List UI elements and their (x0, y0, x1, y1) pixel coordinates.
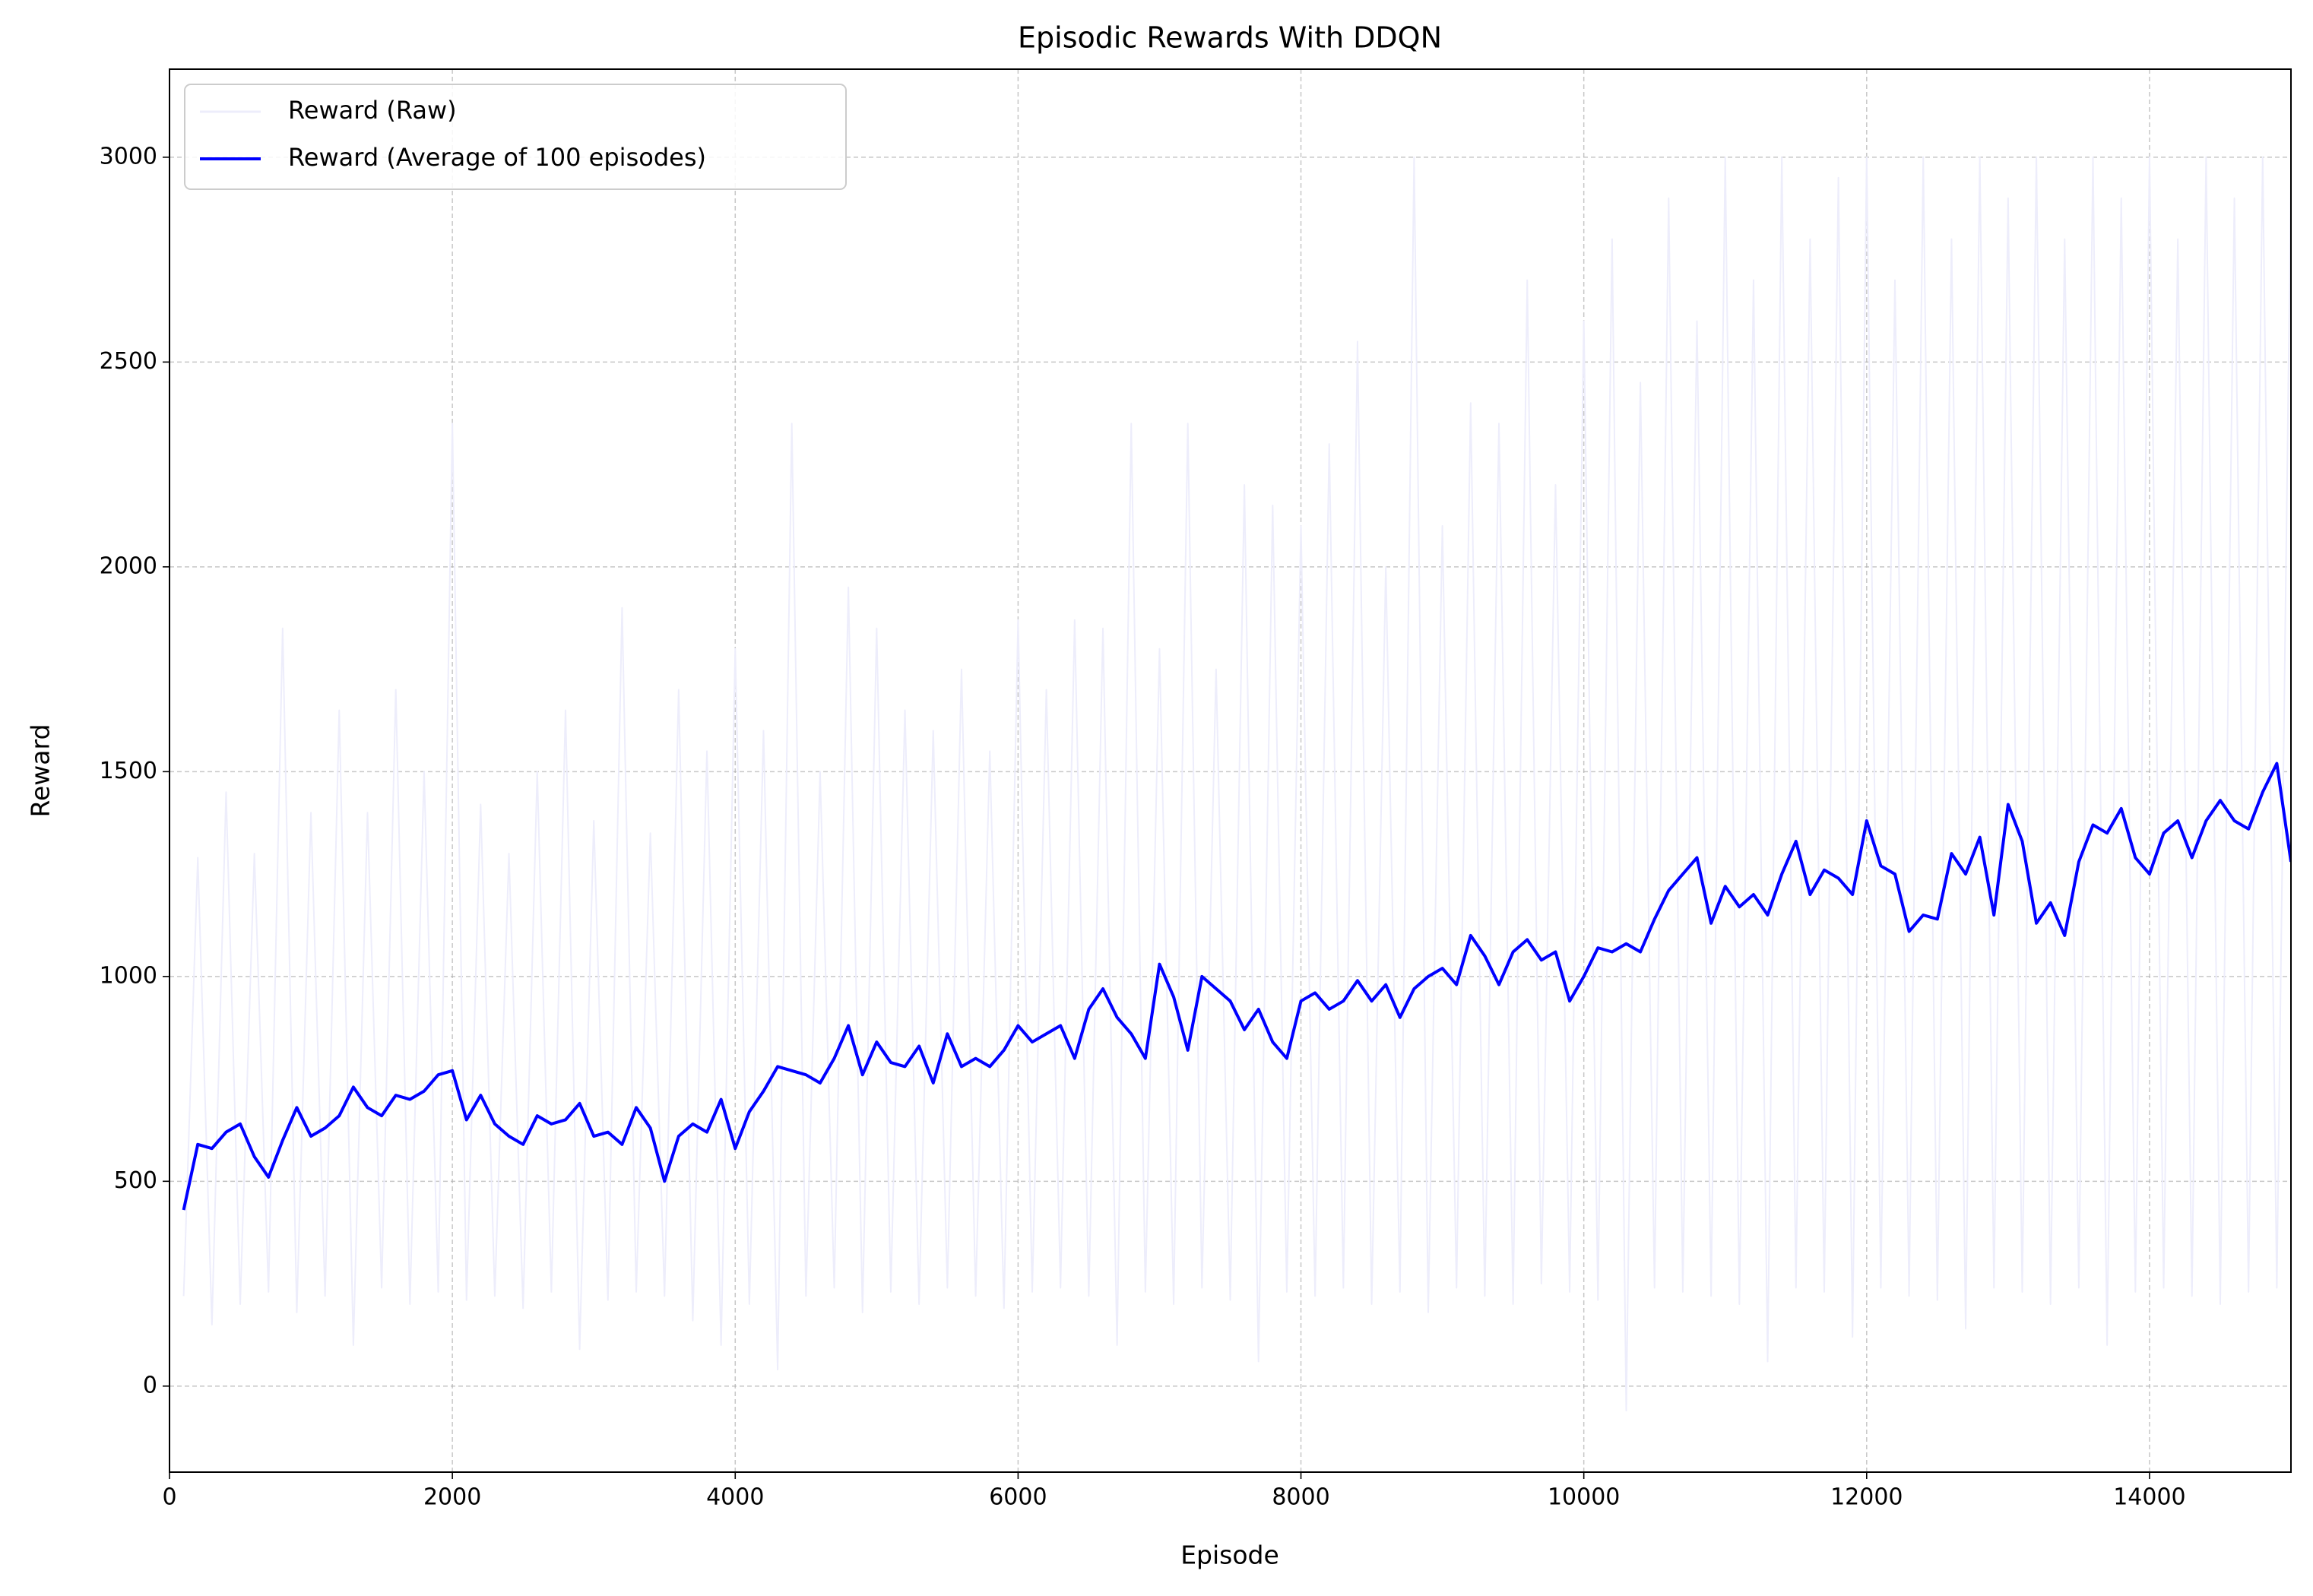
y-axis-label: Reward (26, 724, 55, 818)
x-tick-label: 10000 (1548, 1484, 1620, 1511)
y-tick-label: 2000 (100, 553, 157, 579)
x-tick-label: 0 (162, 1484, 176, 1511)
legend-box (184, 84, 847, 190)
plot-frame (169, 68, 2292, 1473)
x-tick-label: 8000 (1272, 1484, 1329, 1511)
legend: Reward (Raw) Reward (Average of 100 episo… (184, 84, 847, 190)
y-tick-label: 0 (143, 1372, 157, 1398)
x-axis-label: Episode (1180, 1541, 1279, 1570)
legend-label: Reward (Raw) (288, 96, 457, 125)
chart-title: Episodic Rewards With DDQN (1018, 21, 1442, 55)
raw-line (182, 156, 2291, 1412)
y-tick-label: 500 (114, 1167, 157, 1194)
legend-label: Reward (Average of 100 episodes) (288, 143, 706, 172)
x-tick-label: 6000 (989, 1484, 1047, 1511)
y-tick-label: 1500 (100, 758, 157, 784)
y-tick-label: 3000 (100, 143, 157, 169)
y-tick-label: 2500 (100, 348, 157, 375)
average-line (182, 762, 2291, 1211)
x-tick-label: 2000 (423, 1484, 481, 1511)
y-tick-label: 1000 (100, 962, 157, 989)
x-tick-label: 12000 (1830, 1484, 1903, 1511)
x-tick-label: 14000 (2113, 1484, 2185, 1511)
x-tick-label: 4000 (706, 1484, 764, 1511)
